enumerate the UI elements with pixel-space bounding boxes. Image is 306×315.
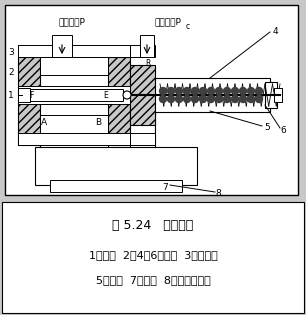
Text: 5: 5 bbox=[264, 123, 270, 132]
Circle shape bbox=[192, 95, 199, 102]
Circle shape bbox=[248, 88, 255, 94]
Circle shape bbox=[232, 88, 238, 94]
Text: 8: 8 bbox=[215, 188, 221, 198]
Circle shape bbox=[159, 95, 166, 102]
Bar bbox=[18, 57, 40, 145]
Circle shape bbox=[167, 95, 174, 102]
Circle shape bbox=[215, 88, 222, 94]
Bar bbox=[265, 82, 277, 108]
Bar bbox=[18, 86, 130, 104]
Bar bbox=[18, 133, 130, 145]
Circle shape bbox=[200, 88, 207, 94]
Circle shape bbox=[176, 88, 182, 94]
Bar bbox=[274, 88, 282, 102]
Circle shape bbox=[167, 88, 174, 94]
Text: 4: 4 bbox=[273, 26, 279, 36]
Text: F: F bbox=[29, 90, 33, 100]
Circle shape bbox=[192, 88, 199, 94]
Text: 3: 3 bbox=[8, 48, 14, 56]
Text: E: E bbox=[104, 90, 108, 100]
Circle shape bbox=[184, 88, 191, 94]
Circle shape bbox=[256, 88, 263, 94]
Text: B: B bbox=[95, 117, 101, 127]
Circle shape bbox=[240, 95, 247, 102]
Text: 1－阀心  2、4、6－膜片  3－伺服阀: 1－阀心 2、4、6－膜片 3－伺服阀 bbox=[89, 250, 217, 260]
Bar bbox=[52, 35, 72, 57]
Bar bbox=[40, 57, 108, 75]
Bar bbox=[35, 147, 197, 185]
Bar bbox=[108, 57, 130, 145]
Bar bbox=[130, 45, 155, 57]
Bar bbox=[140, 35, 154, 57]
Circle shape bbox=[240, 88, 247, 94]
Bar bbox=[40, 115, 108, 133]
Text: A: A bbox=[41, 117, 47, 127]
Circle shape bbox=[256, 95, 263, 102]
Circle shape bbox=[232, 95, 238, 102]
Text: R: R bbox=[145, 59, 151, 67]
Circle shape bbox=[159, 88, 166, 94]
Bar bbox=[28, 89, 123, 101]
Bar bbox=[18, 45, 130, 57]
Text: 图 5.24   伺服气缸: 图 5.24 伺服气缸 bbox=[112, 219, 194, 232]
Text: c: c bbox=[186, 21, 190, 31]
Text: 6: 6 bbox=[280, 125, 286, 135]
Circle shape bbox=[248, 95, 255, 102]
Text: 控制气压P: 控制气压P bbox=[155, 18, 181, 26]
Bar bbox=[130, 65, 155, 125]
Circle shape bbox=[207, 88, 215, 94]
Text: 7: 7 bbox=[162, 182, 168, 192]
Circle shape bbox=[207, 95, 215, 102]
Circle shape bbox=[200, 95, 207, 102]
Circle shape bbox=[215, 95, 222, 102]
Circle shape bbox=[184, 95, 191, 102]
Circle shape bbox=[223, 88, 230, 94]
Circle shape bbox=[176, 95, 182, 102]
Text: 5－弹簧  7－喷嘴  8－低摩擦气缸: 5－弹簧 7－喷嘴 8－低摩擦气缸 bbox=[95, 275, 211, 285]
Circle shape bbox=[223, 95, 230, 102]
Bar bbox=[50, 180, 182, 192]
Text: 2: 2 bbox=[8, 67, 14, 77]
Text: 工作气压P: 工作气压P bbox=[58, 18, 85, 26]
Circle shape bbox=[123, 91, 131, 99]
Bar bbox=[130, 133, 155, 145]
Bar bbox=[18, 88, 30, 102]
Text: 1: 1 bbox=[8, 90, 14, 100]
Bar bbox=[155, 78, 270, 112]
